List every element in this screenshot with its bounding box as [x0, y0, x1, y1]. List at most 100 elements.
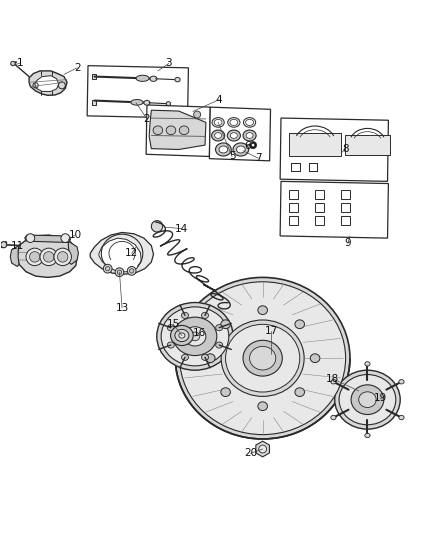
Text: 7: 7 — [255, 153, 261, 163]
Ellipse shape — [246, 133, 253, 139]
Ellipse shape — [153, 126, 162, 135]
Ellipse shape — [180, 282, 346, 434]
Ellipse shape — [243, 130, 256, 141]
Text: 11: 11 — [11, 241, 24, 251]
Polygon shape — [35, 76, 59, 92]
Polygon shape — [92, 100, 96, 105]
Ellipse shape — [190, 332, 200, 341]
Circle shape — [61, 234, 70, 243]
Polygon shape — [90, 232, 153, 274]
Ellipse shape — [399, 415, 404, 420]
Polygon shape — [11, 246, 19, 266]
Circle shape — [43, 252, 54, 262]
Ellipse shape — [331, 415, 336, 420]
Polygon shape — [149, 110, 206, 149]
Text: 14: 14 — [175, 223, 188, 233]
Ellipse shape — [215, 342, 223, 348]
Ellipse shape — [399, 379, 404, 384]
Ellipse shape — [295, 320, 304, 328]
Circle shape — [250, 142, 257, 149]
Ellipse shape — [351, 385, 384, 415]
Ellipse shape — [166, 102, 170, 106]
Circle shape — [54, 248, 71, 265]
Ellipse shape — [201, 354, 208, 360]
Text: 3: 3 — [166, 59, 172, 68]
Ellipse shape — [175, 329, 189, 342]
Polygon shape — [99, 238, 141, 272]
Polygon shape — [209, 107, 271, 161]
Ellipse shape — [258, 402, 268, 410]
Circle shape — [194, 111, 201, 118]
Text: 15: 15 — [166, 319, 180, 329]
Ellipse shape — [215, 143, 231, 156]
Ellipse shape — [167, 342, 174, 348]
Circle shape — [151, 221, 162, 232]
Ellipse shape — [201, 312, 208, 318]
Ellipse shape — [339, 375, 396, 425]
Ellipse shape — [175, 77, 180, 82]
Ellipse shape — [221, 320, 230, 328]
Polygon shape — [289, 133, 341, 156]
Circle shape — [26, 234, 35, 243]
Circle shape — [40, 248, 57, 265]
Circle shape — [29, 252, 40, 262]
Ellipse shape — [310, 354, 320, 362]
Ellipse shape — [233, 143, 249, 156]
Polygon shape — [92, 75, 96, 79]
Ellipse shape — [230, 133, 237, 139]
Circle shape — [57, 252, 68, 262]
Polygon shape — [29, 71, 67, 95]
Ellipse shape — [226, 325, 300, 392]
Ellipse shape — [212, 130, 225, 141]
Circle shape — [103, 264, 112, 273]
Ellipse shape — [161, 307, 229, 366]
Circle shape — [115, 268, 124, 277]
Polygon shape — [68, 241, 78, 264]
Text: 20: 20 — [244, 448, 257, 458]
Ellipse shape — [184, 327, 206, 346]
Ellipse shape — [227, 130, 240, 141]
Ellipse shape — [219, 146, 228, 153]
Text: 5: 5 — [229, 151, 235, 161]
Text: 2: 2 — [74, 63, 81, 73]
Polygon shape — [146, 105, 210, 157]
Polygon shape — [87, 66, 188, 118]
Ellipse shape — [295, 388, 304, 397]
Circle shape — [106, 266, 110, 271]
Ellipse shape — [331, 379, 336, 384]
Ellipse shape — [365, 362, 370, 366]
Ellipse shape — [179, 333, 185, 338]
Text: 17: 17 — [265, 326, 278, 336]
Circle shape — [223, 302, 232, 311]
Ellipse shape — [166, 126, 176, 135]
Ellipse shape — [144, 100, 150, 105]
Ellipse shape — [181, 312, 188, 318]
Ellipse shape — [170, 326, 193, 345]
Ellipse shape — [246, 119, 254, 125]
Ellipse shape — [167, 325, 174, 330]
Ellipse shape — [221, 320, 304, 397]
Text: 8: 8 — [343, 143, 349, 154]
Polygon shape — [17, 235, 77, 277]
Text: 12: 12 — [125, 248, 138, 259]
Ellipse shape — [205, 354, 215, 362]
Text: 2: 2 — [144, 114, 150, 124]
Circle shape — [117, 270, 122, 274]
Ellipse shape — [244, 118, 256, 127]
Ellipse shape — [250, 346, 276, 370]
Ellipse shape — [215, 325, 223, 330]
Ellipse shape — [175, 277, 350, 439]
Polygon shape — [280, 181, 389, 238]
Ellipse shape — [365, 433, 370, 438]
Polygon shape — [256, 441, 269, 457]
Ellipse shape — [131, 100, 143, 105]
Text: 16: 16 — [193, 328, 206, 338]
Ellipse shape — [181, 354, 188, 360]
Polygon shape — [280, 118, 389, 181]
Ellipse shape — [173, 317, 217, 356]
Ellipse shape — [157, 303, 233, 370]
Ellipse shape — [214, 119, 222, 125]
Text: 18: 18 — [326, 374, 339, 384]
Text: 9: 9 — [345, 238, 351, 248]
Ellipse shape — [243, 340, 283, 376]
